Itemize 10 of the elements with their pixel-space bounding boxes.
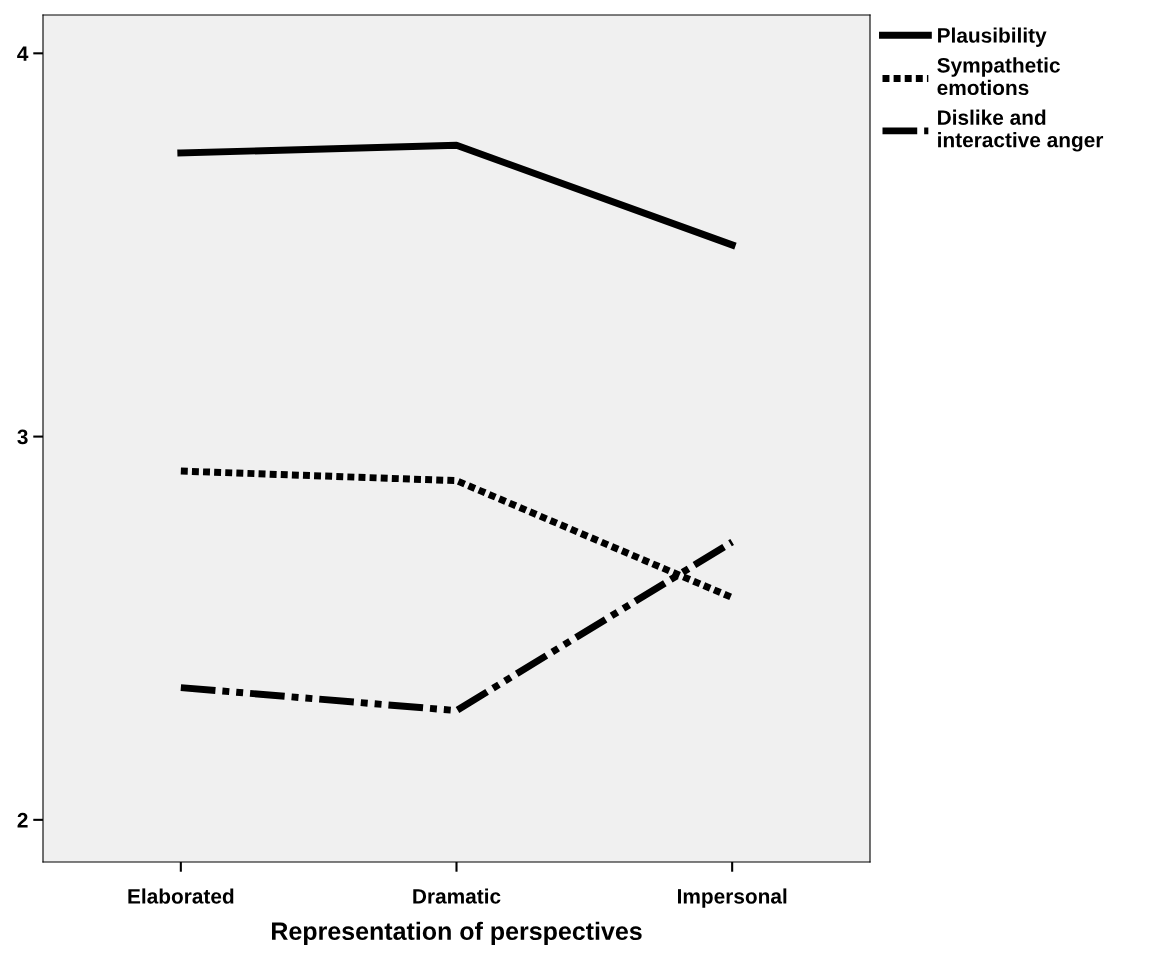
x-tick-label: Dramatic [413,888,501,904]
x-tick-label: Elaborated [128,888,234,904]
x-tick-label: Impersonal [677,888,787,908]
legend-label: Plausibility [938,27,1047,47]
y-tick-label: 3 [17,429,28,445]
legend-label: Sympathetic emotions [937,57,1060,96]
legend-label: Dislike and interactive anger [938,109,1104,152]
y-tick-label: 4 [17,46,29,61]
y-tick-label: 2 [17,812,28,828]
x-axis-title: Representation of perspectives [272,921,642,945]
